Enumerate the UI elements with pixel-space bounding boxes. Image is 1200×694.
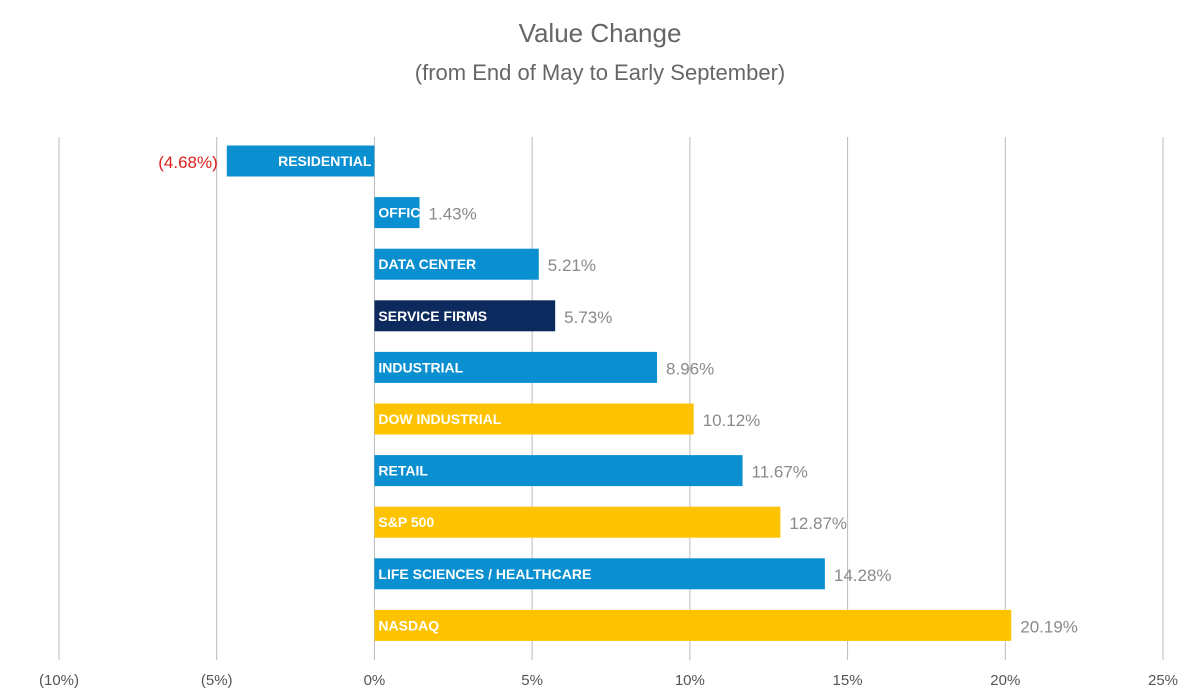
bar: [374, 248, 539, 280]
chart-subtitle: (from End of May to Early September): [414, 60, 786, 85]
x-tick-label: 0%: [364, 672, 386, 689]
bar-category-label: DATA CENTER: [378, 256, 476, 272]
data-label: 14.28%: [834, 566, 892, 585]
x-tick-label: 25%: [1148, 672, 1178, 689]
data-label: 5.21%: [548, 256, 596, 275]
x-tick-label: 10%: [675, 672, 705, 689]
bar: [374, 300, 556, 332]
bar-category-label: OFFICE: [378, 205, 429, 221]
bar: [374, 197, 420, 229]
bar-category-label: DOW INDUSTRIAL: [378, 411, 501, 427]
data-label: 10.12%: [703, 411, 761, 430]
data-label: 11.67%: [752, 463, 808, 482]
x-tick-label: (5%): [201, 672, 233, 689]
bar-category-label: RESIDENTIAL: [278, 153, 372, 169]
x-tick-label: 20%: [990, 672, 1020, 689]
bar-category-label: NASDAQ: [378, 617, 439, 633]
data-label: 12.87%: [789, 514, 847, 533]
x-tick-label: 15%: [833, 672, 863, 689]
data-label: 20.19%: [1020, 617, 1078, 636]
data-label: 5.73%: [564, 308, 612, 327]
x-tick-label: (10%): [39, 672, 79, 689]
bar-category-label: RETAIL: [378, 463, 428, 479]
bar: [226, 145, 375, 177]
data-label: (4.68%): [158, 153, 218, 172]
bar: [374, 455, 743, 487]
bar: [374, 506, 781, 538]
x-axis-ticks: (10%) (5%) 0% 5% 10% 15% 20% 25%: [39, 672, 1178, 689]
bar: [374, 609, 1012, 641]
bar-category-label: INDUSTRIAL: [378, 359, 463, 375]
bar-category-label: SERVICE FIRMS: [378, 308, 487, 324]
data-label: 8.96%: [666, 359, 714, 378]
bar: [374, 558, 825, 590]
x-tick-label: 5%: [521, 672, 543, 689]
bar: [374, 403, 694, 435]
bar-category-label: S&P 500: [378, 514, 434, 530]
bar: [374, 351, 658, 383]
bar-category-label: LIFE SCIENCES / HEALTHCARE: [378, 566, 591, 582]
data-label: 1.43%: [429, 205, 477, 224]
chart-title: Value Change: [518, 18, 682, 48]
